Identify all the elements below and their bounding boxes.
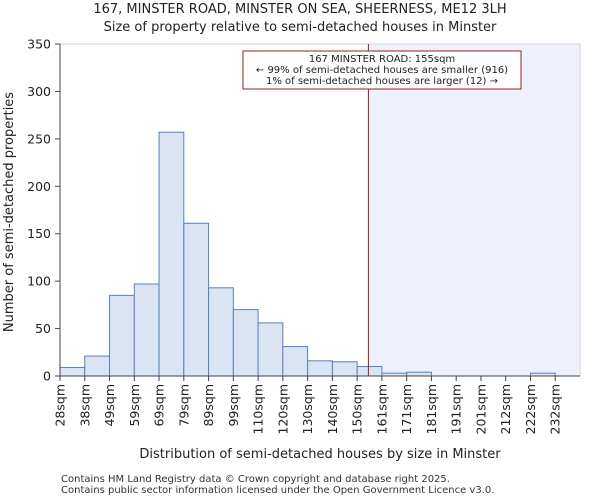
annotation-line-1: 167 MINSTER ROAD: 155sqm <box>309 54 455 65</box>
x-tick-label: 181sqm <box>424 384 439 434</box>
x-tick-label: 59sqm <box>127 384 142 427</box>
y-axis-title: Number of semi-detached properties <box>2 92 17 332</box>
histogram-bar <box>282 346 309 377</box>
x-tick-label: 191sqm <box>449 384 464 434</box>
x-tick-label: 222sqm <box>523 384 538 434</box>
y-tick-label: 200 <box>27 179 51 194</box>
x-tick-label: 28sqm <box>53 384 68 427</box>
x-tick-label: 232sqm <box>548 384 563 434</box>
chart-title: 167, MINSTER ROAD, MINSTER ON SEA, SHEER… <box>93 2 507 17</box>
histogram-bar <box>307 360 333 377</box>
histogram-bar <box>232 309 259 377</box>
histogram-bar <box>158 131 185 377</box>
y-tick-label: 150 <box>27 226 51 241</box>
footer-copyright: Contains HM Land Registry data © Crown c… <box>61 474 450 485</box>
x-tick-label: 38sqm <box>77 384 92 427</box>
x-tick-label: 161sqm <box>374 384 389 434</box>
x-tick-label: 49sqm <box>102 384 117 427</box>
histogram-bar <box>406 371 432 377</box>
x-tick-label: 212sqm <box>498 384 513 434</box>
x-tick-label: 120sqm <box>275 384 290 434</box>
y-tick-label: 100 <box>27 274 51 289</box>
x-tick-label: 69sqm <box>152 384 167 427</box>
property-annotation: 167 MINSTER ROAD: 155sqm ← 99% of semi-d… <box>242 50 522 90</box>
footer-licence: Contains public sector information licen… <box>61 485 495 496</box>
y-tick-label: 250 <box>27 131 51 146</box>
x-tick-label: 99sqm <box>226 384 241 427</box>
y-tick-label: 350 <box>27 37 51 52</box>
larger-property-region <box>368 45 579 376</box>
histogram-bar <box>356 366 383 377</box>
x-tick-label: 110sqm <box>251 384 266 434</box>
x-tick-label: 171sqm <box>399 384 414 434</box>
y-tick-label: 50 <box>35 321 51 336</box>
y-tick-label: 0 <box>43 369 51 384</box>
histogram-bar <box>84 355 111 377</box>
x-tick-label: 140sqm <box>325 384 340 434</box>
x-tick-label: 150sqm <box>350 384 365 434</box>
x-tick-label: 201sqm <box>473 384 488 434</box>
histogram-bar <box>183 222 210 377</box>
x-tick-label: 79sqm <box>176 384 191 427</box>
histogram-bar <box>257 322 284 377</box>
annotation-line-3: 1% of semi-detached houses are larger (1… <box>266 76 498 87</box>
histogram-bar <box>109 294 135 377</box>
histogram-bar <box>208 287 234 377</box>
annotation-box <box>242 50 522 90</box>
x-tick-label: 89sqm <box>201 384 216 427</box>
y-tick-label: 300 <box>27 84 51 99</box>
histogram-bar <box>331 361 358 377</box>
x-tick-label: 130sqm <box>300 384 315 434</box>
histogram-bar <box>133 283 160 377</box>
annotation-line-2: ← 99% of semi-detached houses are smalle… <box>256 65 508 76</box>
x-axis-title: Distribution of semi-detached houses by … <box>139 447 501 462</box>
chart-subtitle: Size of property relative to semi-detach… <box>103 20 497 35</box>
histogram-bar <box>59 366 86 377</box>
